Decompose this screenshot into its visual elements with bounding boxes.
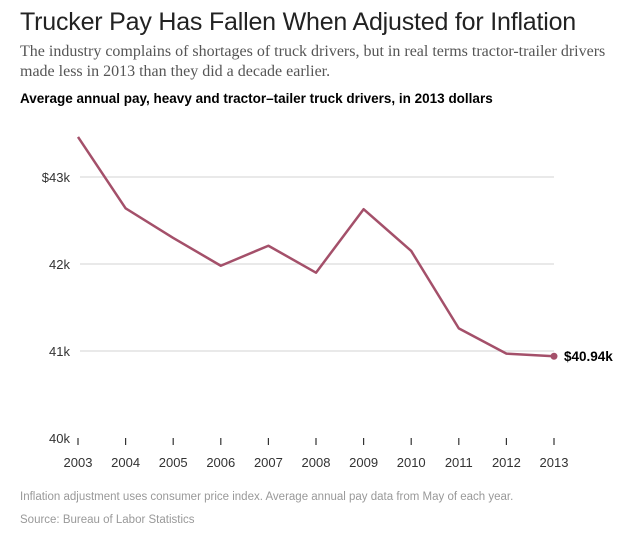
x-tick-label: 2006 bbox=[206, 455, 235, 470]
subtitle: The industry complains of shortages of t… bbox=[20, 43, 606, 80]
source: Source: Bureau of Labor Statistics bbox=[20, 514, 195, 526]
series-line bbox=[76, 136, 555, 358]
x-tick-label: 2011 bbox=[445, 455, 473, 470]
footnote: Inflation adjustment uses consumer price… bbox=[20, 491, 514, 503]
x-tick-label: 2013 bbox=[540, 455, 569, 470]
y-tick-label: 40k bbox=[49, 431, 70, 446]
y-tick-label: 41k bbox=[49, 344, 70, 359]
x-tick-label: 2010 bbox=[397, 455, 426, 470]
x-tick-label: 2008 bbox=[302, 455, 331, 470]
x-tick-label: 2012 bbox=[492, 455, 521, 470]
page-title: Trucker Pay Has Fallen When Adjusted for… bbox=[20, 8, 577, 36]
y-tick-label: $43k bbox=[42, 170, 71, 185]
y-tick-label: 42k bbox=[49, 257, 70, 272]
x-tick-label: 2004 bbox=[111, 455, 140, 470]
x-tick-label: 2003 bbox=[64, 455, 93, 470]
end-point bbox=[550, 352, 558, 360]
x-tick-label: 2007 bbox=[254, 455, 283, 470]
end-value-label: $40.94k bbox=[564, 349, 613, 364]
chart-title: Average annual pay, heavy and tractor–ta… bbox=[20, 91, 493, 106]
x-tick-label: 2009 bbox=[349, 455, 378, 470]
x-tick-label: 2005 bbox=[159, 455, 188, 470]
